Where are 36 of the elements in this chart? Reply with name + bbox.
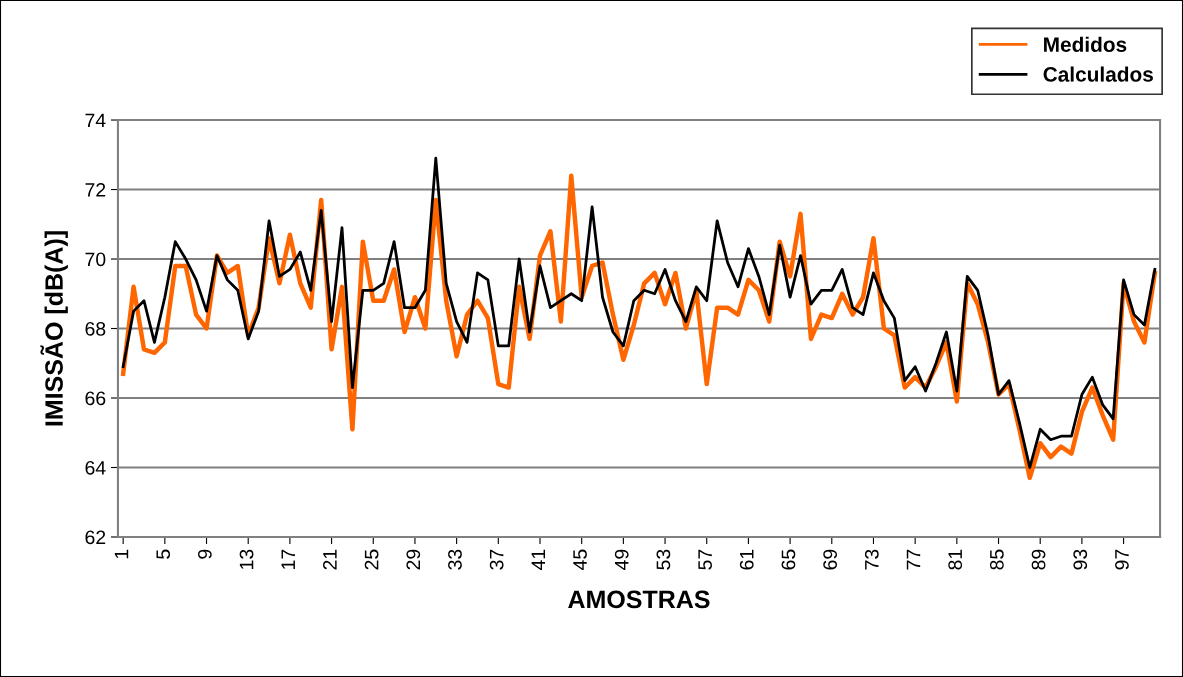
x-axis-title: AMOSTRAS [568,590,710,609]
y-tick-label: 70 [85,252,106,267]
y-tick-label: 74 [85,113,106,128]
legend-label: Medidos [1044,36,1127,52]
y-tick-label: 68 [85,321,106,336]
x-tick-label: 29 [406,549,421,570]
x-tick-label: 25 [364,549,379,570]
x-tick-label: 37 [489,549,504,570]
x-tick-label: 5 [156,549,171,559]
x-tick-label: 69 [823,549,838,570]
x-tick-label: 45 [573,549,587,570]
y-tick-label: 62 [85,530,106,545]
x-tick-label: 49 [614,549,629,570]
x-tick-label: 93 [1073,549,1088,570]
x-tick-label: 1 [114,549,129,559]
x-tick-label: 41 [531,549,546,570]
y-tick-label: 72 [85,182,106,197]
x-tick-label: 9 [197,549,212,559]
x-tick-label: 89 [1031,549,1046,570]
x-tick-label: 81 [948,549,963,570]
x-tick-label: 65 [781,549,796,570]
x-tick-label: 57 [698,549,712,570]
x-tick-label: 33 [448,549,462,570]
x-tick-label: 85 [989,549,1004,570]
x-tick-label: 17 [281,549,295,569]
x-tick-label: 97 [1115,549,1129,570]
x-tick-label: 77 [906,549,921,570]
x-tick-label: 21 [323,549,337,570]
x-tick-label: 13 [239,549,254,569]
x-tick-label: 61 [739,549,754,570]
x-tick-label: 73 [864,549,879,570]
legend-label: Calculados [1043,66,1153,82]
y-axis-title: IMISSÃO [dB(A)] [40,231,68,426]
y-tick-label: 64 [85,460,106,475]
y-tick-label: 66 [85,391,106,406]
x-tick-label: 53 [656,549,671,570]
